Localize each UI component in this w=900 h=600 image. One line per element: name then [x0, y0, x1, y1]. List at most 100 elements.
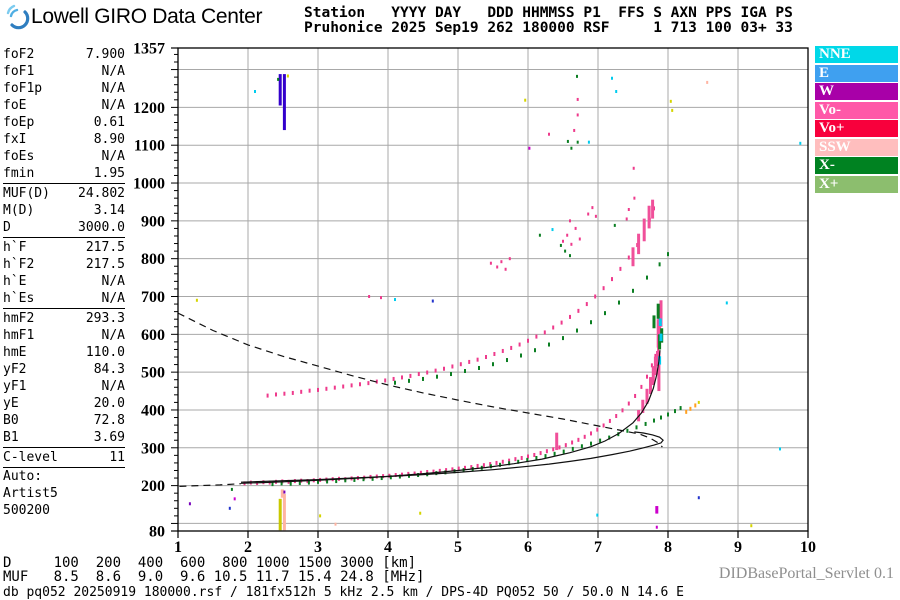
- o-trace-2nd-hop-point: [577, 308, 580, 313]
- noise-green-point: [613, 223, 616, 227]
- o-trace-2nd-hop-point: [493, 351, 496, 356]
- x-axis-label-2: 2: [244, 539, 252, 556]
- characteristic-value: 3.69: [93, 430, 125, 445]
- noise-green-point: [559, 243, 562, 247]
- characteristic-label: foF2: [3, 47, 35, 62]
- noise-pink-point: [627, 208, 630, 212]
- o-trace-1st-hop-point: [445, 468, 448, 473]
- x-trace-1st-hop-point: [508, 461, 511, 466]
- noise-green-point: [277, 77, 280, 81]
- noise-pink-point: [633, 196, 636, 200]
- characteristic-row-fof2: foF2 7.900: [3, 46, 125, 63]
- characteristic-value: 0.61: [93, 115, 125, 130]
- noise-cyan-point: [394, 298, 396, 302]
- noise-cyan-point: [799, 141, 802, 145]
- o-trace-2nd-hop-point: [468, 359, 471, 364]
- x-trace-1st-hop-point: [362, 477, 365, 482]
- characteristic-label: foF1p: [3, 81, 43, 96]
- x-trace-1st-hop-point: [679, 406, 682, 411]
- characteristic-label: B0: [3, 413, 19, 428]
- spread-f-bars-cyan-bar: [658, 356, 662, 365]
- characteristic-row-hmf2: hmF2 293.3: [3, 310, 125, 327]
- x-trace-1st-hop-point: [535, 456, 538, 461]
- characteristic-value: 1.95: [93, 166, 125, 181]
- o-trace-2nd-hop-point: [451, 364, 454, 369]
- characteristic-label: MUF(D): [3, 186, 50, 201]
- x-axis-label-4: 4: [384, 539, 392, 556]
- o-trace-1st-hop-point: [558, 445, 561, 450]
- characteristic-label: foF1: [3, 64, 35, 79]
- rfi-bar-salmon-bar: [282, 493, 286, 531]
- noise-purple-point: [283, 490, 286, 494]
- o-trace-2nd-hop-point: [342, 384, 345, 389]
- x-trace-1st-hop-point: [307, 480, 310, 485]
- o-trace-2nd-hop-point: [510, 345, 513, 350]
- characteristic-label: h`F: [3, 240, 27, 255]
- legend-item-e: E: [815, 64, 898, 82]
- characteristics-panel: foF2 7.900 foF1 N/A foF1p N/A foE N/A foEp 0.61 fx…: [3, 45, 125, 519]
- o-trace-1st-hop-point: [571, 440, 574, 445]
- x-trace-2nd-hop-point: [618, 300, 620, 305]
- x-trace-1st-hop-point: [398, 474, 401, 479]
- spread-f-bars-cyan-bar: [658, 318, 662, 326]
- x-trace-2nd-hop-point: [576, 328, 578, 333]
- characteristic-label: M(D): [3, 203, 35, 218]
- x-trace-1st-hop-point: [674, 409, 676, 414]
- synthesized-o-trace: [240, 350, 661, 484]
- characteristic-label: hmF1: [3, 328, 35, 343]
- characteristic-row-fmin: fmin 1.95: [3, 165, 125, 182]
- x-trace-1st-hop-point: [667, 412, 669, 417]
- noise-yellow-point: [286, 74, 289, 78]
- o-trace-1st-hop-point: [545, 449, 548, 454]
- o-trace-1st-hop-point: [401, 472, 403, 477]
- o-trace-2nd-hop-point: [535, 334, 538, 339]
- characteristic-label: yE: [3, 396, 19, 411]
- noise-blue-point: [228, 506, 231, 510]
- o-trace-2nd-hop-point: [485, 355, 487, 360]
- y-axis-label-800: 800: [141, 251, 165, 268]
- x-trace-1st-hop-point: [635, 425, 638, 430]
- characteristic-value: 84.3: [93, 362, 125, 377]
- x-trace-1st-hop-point: [526, 457, 529, 462]
- o-trace-2nd-hop-point: [333, 385, 336, 390]
- noise-pink-point: [548, 132, 550, 136]
- o-trace-2nd-hop-point: [611, 277, 613, 282]
- characteristic-value: 8.90: [93, 132, 125, 147]
- station-header-line1: Station YYYY DAY DDD HHMMSS P1 FFS S AXN…: [304, 5, 793, 21]
- x-trace-1st-hop-point: [660, 415, 662, 420]
- o-trace-1st-hop-point: [646, 374, 648, 379]
- characteristic-row-d: D 3000.0: [3, 219, 125, 236]
- characteristic-value: 11: [109, 450, 125, 465]
- x-trace-2nd-hop-point: [464, 369, 466, 374]
- spread-f-bars-pink-bar: [555, 432, 559, 451]
- o-trace-2nd-hop-point: [434, 368, 437, 373]
- rfi-bar-salmon-bar: [280, 489, 284, 498]
- noise-pink-point: [574, 226, 577, 230]
- characteristic-value: 20.0: [93, 396, 125, 411]
- o-trace-2nd-hop-point: [426, 370, 429, 375]
- o-trace-1st-hop-point: [426, 469, 429, 474]
- o-trace-2nd-hop-point: [585, 302, 588, 307]
- y-axis-label-80: 80: [149, 524, 165, 541]
- noise-pink-point: [576, 113, 579, 117]
- o-trace-2nd-hop-point: [384, 378, 387, 383]
- x-trace-2nd-hop-point: [478, 365, 480, 370]
- o-trace-1st-hop-point: [590, 431, 592, 436]
- x-trace-2nd-hop-point: [450, 372, 452, 377]
- characteristic-row-foe: foE N/A: [3, 97, 125, 114]
- o-trace-1st-hop-point: [608, 418, 611, 423]
- noise-cyan-point: [551, 228, 554, 232]
- legend-item-vo: Vo-: [815, 101, 898, 119]
- noise-green-point: [566, 139, 569, 143]
- characteristic-value: N/A: [101, 274, 125, 289]
- noise-pink-point: [594, 214, 597, 218]
- noise-magenta-point: [655, 525, 658, 529]
- y-axis-label-1357: 1357: [133, 41, 165, 58]
- noise-green-point: [230, 487, 233, 491]
- noise-magenta-point: [233, 497, 236, 501]
- x-trace-2nd-hop-point: [632, 288, 634, 293]
- noise-pink-point: [632, 166, 635, 170]
- o-trace-2nd-hop-point: [602, 286, 605, 291]
- noise-pink-point: [562, 239, 564, 243]
- o-trace-1st-hop-point: [489, 462, 492, 467]
